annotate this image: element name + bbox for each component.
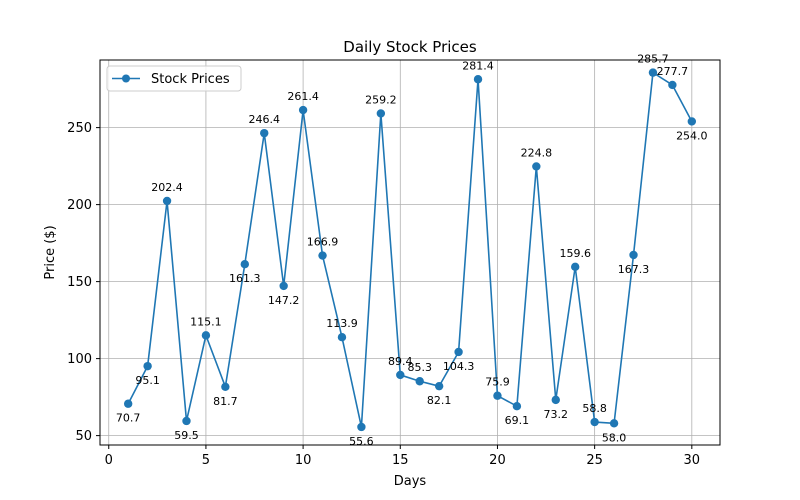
data-label: 73.2 [544,408,569,421]
data-label: 89.4 [388,355,413,368]
x-tick-label: 0 [105,453,113,468]
data-label: 147.2 [268,294,300,307]
data-point [434,381,444,391]
data-label: 95.1 [135,374,160,387]
grid-lines [100,60,720,445]
x-tick-label: 5 [202,453,210,468]
data-label: 167.3 [618,263,650,276]
data-label: 58.0 [602,431,627,444]
data-point [143,361,152,371]
data-label: 159.6 [559,247,591,260]
x-axis-ticks: 0 5 10 15 20 25 30 [105,445,700,468]
x-tick-label: 30 [684,453,701,468]
x-tick-label: 20 [489,453,506,468]
data-label: 281.4 [462,59,494,72]
data-point [201,331,211,340]
data-label: 115.1 [190,315,222,328]
legend: Stock Prices [106,65,242,92]
data-label: 82.1 [427,394,452,407]
data-point [512,401,522,411]
y-tick-label: 50 [75,429,92,444]
data-point [396,370,405,380]
data-point [357,422,366,432]
data-point [590,417,599,427]
x-tick-label: 25 [586,453,603,468]
data-point [473,75,483,84]
data-point [162,196,172,206]
data-point [687,117,697,126]
x-tick-label: 15 [392,453,409,468]
data-label: 58.8 [582,402,607,415]
data-label: 202.4 [151,181,183,194]
y-tick-label: 150 [67,275,92,290]
data-label: 75.9 [485,376,510,389]
data-label: 85.3 [407,361,432,374]
plot-area [99,59,721,446]
data-label: 285.7 [637,53,669,66]
data-label: 246.4 [248,113,280,126]
data-point [648,68,658,77]
data-label: 69.1 [505,414,530,427]
data-point [240,260,249,269]
data-point [376,109,386,118]
legend-marker-swatch [122,74,130,83]
data-point [221,382,230,391]
data-point [415,377,424,386]
data-label: 254.0 [676,129,708,142]
data-point [493,391,502,400]
data-point [571,262,580,272]
data-point [668,80,677,90]
data-label: 70.7 [116,412,141,425]
y-tick-label: 250 [67,121,92,136]
data-label: 166.9 [307,236,339,249]
y-tick-label: 200 [67,198,92,213]
data-label: 259.2 [365,93,397,106]
data-point [318,251,327,260]
data-point [182,416,191,426]
data-label: 59.5 [174,429,199,442]
x-axis-title: Days [394,474,427,489]
data-label: 277.7 [657,65,689,78]
data-point [609,419,619,428]
data-label: 55.6 [349,435,374,448]
data-label: 224.8 [521,146,553,159]
data-label: 104.3 [443,360,475,373]
data-label: 161.3 [229,272,261,285]
y-axis-ticks: 50 100 150 200 250 [67,121,100,444]
chart-title: Daily Stock Prices [343,38,477,56]
y-tick-label: 100 [67,352,92,367]
data-point [454,347,463,357]
data-labels: 70.7 95.1 202.4 59.5 115.1 81.7 161.3 246.4 147.… [116,53,708,448]
data-point [551,395,560,405]
data-label: 81.7 [213,395,238,408]
data-point [279,281,288,291]
legend-label: Stock Prices [151,72,230,87]
data-point [337,333,347,342]
data-label: 261.4 [287,90,319,103]
series-layer [123,68,697,432]
data-point [532,162,541,171]
legend-box [106,65,242,92]
data-point [260,128,269,138]
data-point [629,250,638,260]
data-label: 113.9 [326,317,358,330]
y-axis-title: Price ($) [43,225,58,279]
data-point [298,105,308,115]
data-point [123,399,133,408]
x-tick-label: 10 [295,453,312,468]
